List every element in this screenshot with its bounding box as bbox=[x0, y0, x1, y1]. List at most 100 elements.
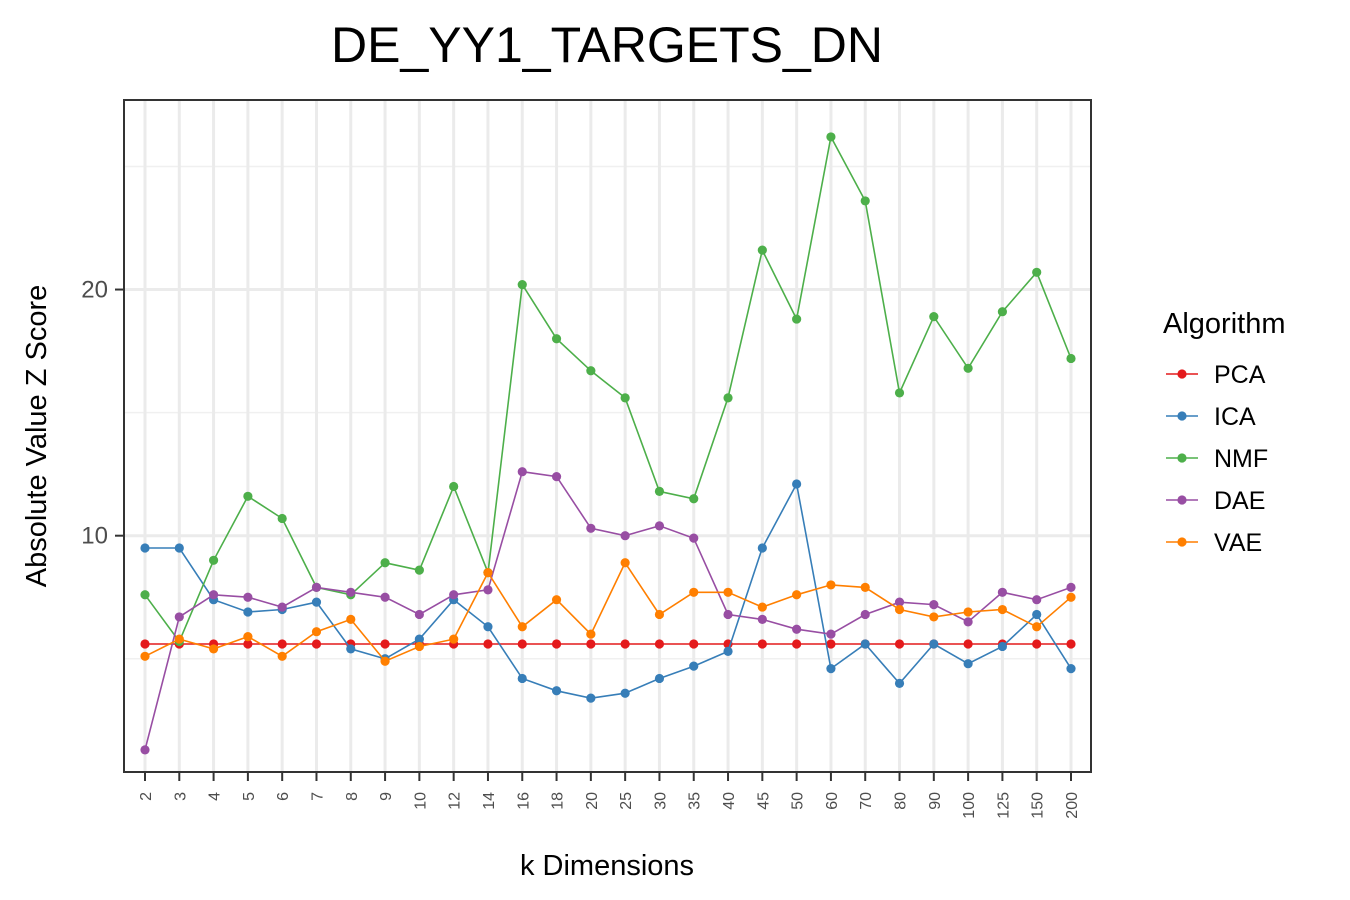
data-point-nmf bbox=[894, 388, 905, 398]
series-line-vae bbox=[144, 561, 1072, 663]
data-point-vae bbox=[414, 641, 424, 652]
data-point-vae bbox=[174, 634, 184, 644]
x-tick-label: 7 bbox=[309, 792, 326, 801]
data-point-pca bbox=[689, 639, 699, 649]
data-point-pca bbox=[792, 639, 802, 649]
data-point-vae bbox=[311, 627, 322, 637]
data-point-nmf bbox=[654, 486, 665, 496]
x-tick-label: 100 bbox=[961, 792, 978, 819]
x-tick-label: 90 bbox=[927, 792, 944, 810]
data-point-pca bbox=[654, 639, 665, 649]
data-point-pca bbox=[380, 639, 390, 649]
data-point-pca bbox=[551, 639, 562, 649]
data-point-dae bbox=[174, 612, 184, 622]
data-point-nmf bbox=[243, 491, 253, 501]
data-point-vae bbox=[723, 587, 733, 597]
x-tick-label: 25 bbox=[618, 792, 635, 810]
y-tick-label: 20 bbox=[81, 277, 108, 304]
data-point-nmf bbox=[963, 363, 973, 373]
legend-title: Algorithm bbox=[1163, 308, 1286, 340]
data-point-nmf bbox=[380, 558, 390, 568]
data-point-nmf bbox=[1032, 267, 1042, 277]
data-point-vae bbox=[1066, 592, 1076, 602]
data-point-ica bbox=[1066, 664, 1076, 674]
data-point-dae bbox=[414, 609, 424, 620]
data-point-vae bbox=[551, 595, 562, 605]
legend-label-dae: DAE bbox=[1214, 487, 1265, 515]
data-point-ica bbox=[414, 634, 424, 644]
x-tick-label: 50 bbox=[790, 792, 807, 810]
x-tick-label: 5 bbox=[241, 792, 258, 801]
grid-layer bbox=[124, 100, 1091, 772]
x-tick-label: 60 bbox=[824, 792, 841, 810]
data-point-vae bbox=[963, 607, 973, 617]
data-point-pca bbox=[963, 639, 973, 649]
data-point-dae bbox=[346, 587, 356, 597]
x-tick-label: 80 bbox=[893, 792, 910, 810]
series-vae bbox=[140, 558, 1076, 666]
legend-item-ica: ICA bbox=[1166, 403, 1256, 431]
data-point-ica bbox=[1032, 609, 1042, 620]
x-tick-label: 8 bbox=[344, 792, 361, 801]
panel-border bbox=[123, 99, 1092, 773]
data-point-vae bbox=[449, 634, 459, 644]
data-point-nmf bbox=[723, 393, 733, 403]
data-point-nmf bbox=[517, 280, 527, 290]
series-line-ica bbox=[145, 481, 1072, 700]
legend-label-ica: ICA bbox=[1214, 403, 1256, 431]
data-point-dae bbox=[792, 624, 802, 634]
series-ica bbox=[140, 479, 1076, 703]
data-point-pca bbox=[311, 639, 322, 649]
data-point-vae bbox=[586, 629, 596, 639]
data-point-vae bbox=[620, 558, 630, 568]
x-tick-label: 9 bbox=[378, 792, 395, 801]
data-point-dae bbox=[963, 617, 973, 627]
data-point-ica bbox=[723, 646, 733, 656]
data-point-dae bbox=[586, 523, 596, 533]
series-nmf bbox=[140, 132, 1076, 647]
data-point-dae bbox=[140, 745, 150, 755]
data-point-ica bbox=[346, 644, 356, 654]
chart-title: DE_YY1_TARGETS_DN bbox=[331, 17, 883, 73]
data-point-pca bbox=[483, 639, 493, 649]
x-tick-label: 200 bbox=[1064, 792, 1081, 819]
data-point-dae bbox=[380, 592, 390, 602]
data-point-dae bbox=[689, 533, 699, 543]
data-point-dae bbox=[208, 590, 219, 600]
x-tick-label: 6 bbox=[275, 792, 292, 801]
y-tick-label: 10 bbox=[81, 523, 108, 550]
data-point-vae bbox=[277, 651, 287, 661]
x-tick-label: 10 bbox=[412, 792, 429, 810]
data-point-vae bbox=[929, 612, 939, 622]
data-point-nmf bbox=[757, 245, 767, 255]
legend: Algorithm PCA ICA NMF DAE VAE bbox=[1163, 308, 1286, 557]
x-axis-title: k Dimensions bbox=[520, 850, 694, 882]
x-tick-label: 12 bbox=[447, 792, 464, 810]
data-point-nmf bbox=[997, 307, 1008, 317]
x-tick-label: 150 bbox=[1030, 792, 1047, 819]
data-point-vae bbox=[517, 622, 527, 632]
x-tick-label: 14 bbox=[481, 792, 498, 810]
data-point-dae bbox=[929, 600, 939, 610]
data-point-dae bbox=[311, 582, 322, 592]
x-tick-label: 16 bbox=[515, 792, 532, 810]
legend-label-nmf: NMF bbox=[1214, 445, 1268, 473]
data-point-nmf bbox=[551, 334, 562, 344]
data-point-vae bbox=[243, 632, 253, 642]
data-point-pca bbox=[586, 639, 596, 649]
series-layer bbox=[140, 132, 1076, 755]
data-point-nmf bbox=[586, 366, 596, 376]
data-point-pca bbox=[1066, 639, 1076, 649]
data-point-pca bbox=[243, 639, 253, 649]
data-point-dae bbox=[654, 521, 665, 531]
data-point-dae bbox=[243, 592, 253, 602]
data-point-dae bbox=[449, 590, 459, 600]
x-tick-label: 70 bbox=[858, 792, 875, 810]
data-point-dae bbox=[483, 585, 493, 595]
data-point-vae bbox=[757, 602, 767, 612]
data-point-dae bbox=[757, 614, 767, 624]
legend-marker-vae bbox=[1177, 537, 1187, 547]
data-point-nmf bbox=[929, 312, 939, 322]
